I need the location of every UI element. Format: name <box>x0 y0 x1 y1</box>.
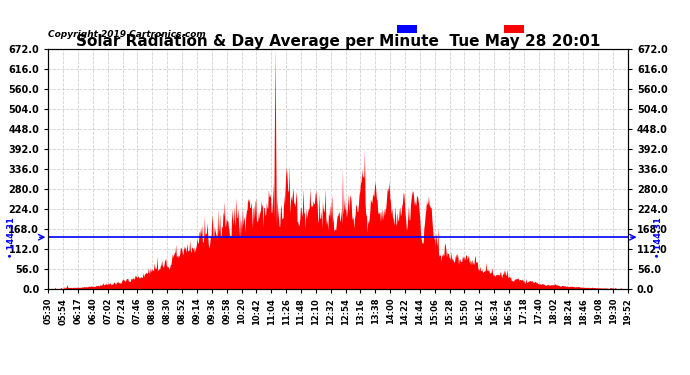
Text: • 144.31: • 144.31 <box>8 217 17 258</box>
Text: • 144.31: • 144.31 <box>654 217 663 258</box>
Title: Solar Radiation & Day Average per Minute  Tue May 28 20:01: Solar Radiation & Day Average per Minute… <box>76 34 600 49</box>
Legend: Median (w/m2), Radiation (w/m2): Median (w/m2), Radiation (w/m2) <box>395 22 623 36</box>
Text: Copyright 2019 Cartronics.com: Copyright 2019 Cartronics.com <box>48 30 206 39</box>
